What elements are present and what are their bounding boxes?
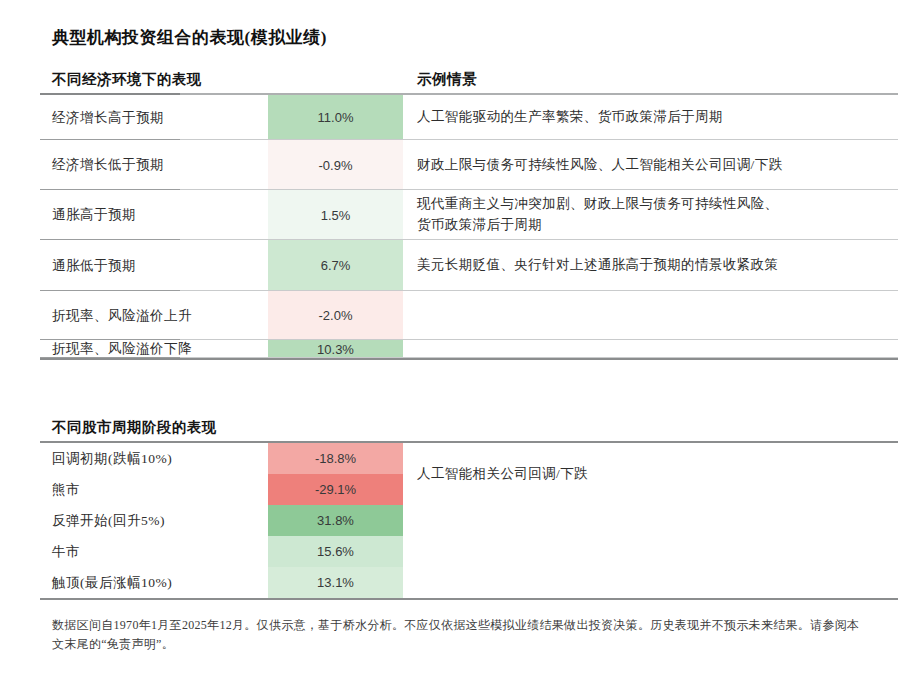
row-label: 通胀低于预期 bbox=[40, 257, 268, 275]
value-cell: 15.6% bbox=[268, 536, 403, 567]
row-label: 折现率、风险溢价下降 bbox=[40, 340, 268, 358]
table-body: 人工智能相关公司回调/下跌 回调初期(跌幅10%) -18.8% 熊市 -29.… bbox=[40, 443, 898, 600]
row-label: 牛市 bbox=[40, 543, 268, 561]
column-header-cycle-stage: 不同股市周期阶段的表现 bbox=[52, 418, 217, 437]
value-cell: 13.1% bbox=[268, 567, 403, 598]
table-row: 反弹开始(回升5%) 31.8% bbox=[40, 505, 898, 536]
table-row: 通胀低于预期 6.7% 美元长期贬值、央行针对上述通胀高于预期的情景收紧政策 bbox=[40, 240, 898, 291]
row-label: 经济增长低于预期 bbox=[40, 156, 268, 174]
market-cycle-table: 不同股市周期阶段的表现 人工智能相关公司回调/下跌 回调初期(跌幅10%) -1… bbox=[40, 410, 898, 600]
value-cell: 11.0% bbox=[268, 95, 403, 140]
value-cell: -18.8% bbox=[268, 443, 403, 474]
row-label: 折现率、风险溢价上升 bbox=[40, 307, 268, 325]
value-cell: 10.3% bbox=[268, 340, 403, 358]
scenario-text: 美元长期贬值、央行针对上述通胀高于预期的情景收紧政策 bbox=[417, 255, 898, 276]
column-header-environment: 不同经济环境下的表现 bbox=[52, 70, 202, 89]
row-label: 触顶(最后涨幅10%) bbox=[40, 574, 268, 592]
row-label: 回调初期(跌幅10%) bbox=[40, 450, 268, 468]
row-label: 熊市 bbox=[40, 481, 268, 499]
table-row: 牛市 15.6% bbox=[40, 536, 898, 567]
page-title: 典型机构投资组合的表现(模拟业绩) bbox=[52, 26, 327, 49]
table-row: 折现率、风险溢价下降 10.3% bbox=[40, 340, 898, 358]
value-cell: 1.5% bbox=[268, 190, 403, 240]
economic-environment-table: 不同经济环境下的表现 示例情景 经济增长高于预期 11.0% 人工智能驱动的生产… bbox=[40, 62, 898, 360]
scenario-text: 人工智能驱动的生产率繁荣、货币政策滞后于周期 bbox=[417, 107, 898, 128]
value-cell: -29.1% bbox=[268, 474, 403, 505]
table-row: 经济增长低于预期 -0.9% 财政上限与债务可持续性风险、人工智能相关公司回调/… bbox=[40, 140, 898, 190]
table-bottom-rule bbox=[40, 358, 898, 360]
value-cell: -2.0% bbox=[268, 291, 403, 340]
row-label: 反弹开始(回升5%) bbox=[40, 512, 268, 530]
scenario-text: 现代重商主义与冲突加剧、财政上限与债务可持续性风险、 货币政策滞后于周期 bbox=[417, 194, 898, 236]
simulated-performance-figure: 典型机构投资组合的表现(模拟业绩) 不同经济环境下的表现 示例情景 经济增长高于… bbox=[0, 0, 900, 687]
table-row: 触顶(最后涨幅10%) 13.1% bbox=[40, 567, 898, 598]
row-label: 通胀高于预期 bbox=[40, 206, 268, 224]
column-header-scenario: 示例情景 bbox=[417, 70, 477, 89]
disclaimer-footnote: 数据区间自1970年1月至2025年12月。仅供示意，基于桥水分析。不应仅依据这… bbox=[52, 616, 870, 654]
table-row: 经济增长高于预期 11.0% 人工智能驱动的生产率繁荣、货币政策滞后于周期 bbox=[40, 95, 898, 140]
table-row: 折现率、风险溢价上升 -2.0% bbox=[40, 291, 898, 340]
scenario-text: 财政上限与债务可持续性风险、人工智能相关公司回调/下跌 bbox=[417, 155, 898, 176]
scenario-text: 人工智能相关公司回调/下跌 bbox=[417, 443, 588, 505]
table-header-row: 不同股市周期阶段的表现 bbox=[40, 410, 898, 443]
table-row: 通胀高于预期 1.5% 现代重商主义与冲突加剧、财政上限与债务可持续性风险、 货… bbox=[40, 190, 898, 240]
value-cell: -0.9% bbox=[268, 140, 403, 190]
table-header-row: 不同经济环境下的表现 示例情景 bbox=[40, 62, 898, 95]
value-cell: 6.7% bbox=[268, 240, 403, 291]
value-cell: 31.8% bbox=[268, 505, 403, 536]
row-label: 经济增长高于预期 bbox=[40, 109, 268, 127]
table-bottom-rule bbox=[40, 598, 898, 600]
